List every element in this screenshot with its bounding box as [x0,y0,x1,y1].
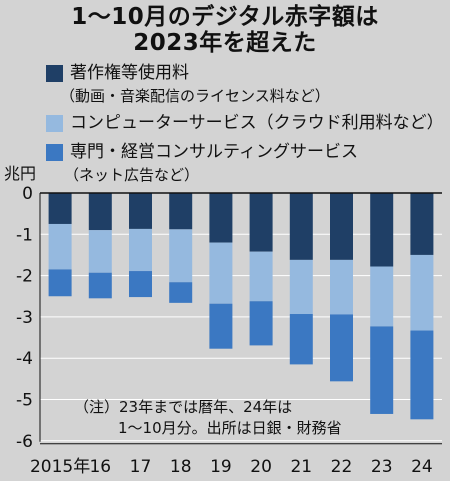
x-tick-label: 22 [331,457,353,477]
bar-segment [370,266,394,327]
bar-segment [289,193,313,260]
legend-swatch-consulting [46,144,63,161]
chart-note: （注）23年までは暦年、24年は 1～10月分。出所は日銀・財務省 [74,397,342,439]
x-tick-label: 17 [130,457,152,477]
y-tick-label: -5 [16,391,33,411]
bar-segment [249,193,273,252]
chart-note-line1: （注）23年までは暦年、24年は [74,398,293,416]
x-tick-label: 23 [371,457,393,477]
legend-sub-copyright: （動画・音楽配信のライセンス料など） [60,87,330,105]
bar-segment [169,229,193,283]
bar-segment [129,271,152,298]
bar-segment [48,269,72,297]
x-tick-label: 19 [210,457,232,477]
x-tick-label: 24 [411,457,433,477]
bar-segment [88,230,112,273]
bar-segment [169,193,193,230]
bar-segment [209,193,233,243]
bar-segment [370,193,394,267]
bar-segment [289,259,313,315]
bar-segment [330,314,353,382]
bar-segment [410,330,434,420]
y-tick-label: -1 [16,225,33,245]
bar-segment [48,193,72,224]
bar-segment [410,254,434,331]
bar-segment [249,251,273,302]
bar-segment [129,228,152,272]
bar-segment [169,282,193,303]
bar-segment [330,193,353,260]
y-tick-label: -4 [16,349,33,369]
legend-sub-consulting: （ネット広告など） [64,166,200,184]
bar-segment [410,193,434,255]
bar-segment [370,326,394,414]
y-tick-label: -2 [16,267,33,287]
y-tick-label: 0 [22,184,33,204]
bar-segment [129,193,152,229]
y-axis-unit: 兆円 [4,164,37,183]
bar-segment [289,314,313,365]
x-tick-label: 2015年 [30,457,90,477]
bar-segment [330,259,353,315]
x-tick-label: 18 [170,457,192,477]
bar-segment [48,223,72,270]
chart-title-line1: 1～10月のデジタル赤字額は [71,4,379,30]
y-tick-label: -3 [16,308,33,328]
bar-segment [249,301,273,346]
x-tick-label: 16 [89,457,111,477]
legend-label-copyright: 著作権等使用料 [70,63,189,83]
x-tick-label: 20 [250,457,272,477]
bar-segment [88,272,112,299]
bar-segment [209,303,233,349]
legend-swatch-copyright [46,65,63,82]
bar-segment [88,193,112,231]
y-tick-label: -6 [16,432,33,452]
chart-note-line2: 1～10月分。出所は日銀・財務省 [118,419,342,437]
legend-label-consulting: 専門・経営コンサルティングサービス [70,142,358,162]
bar-segment [209,242,233,304]
legend-label-computer: コンピューターサービス（クラウド利用料など） [70,113,444,133]
chart-title-line2: 2023年を超えた [133,30,317,56]
x-tick-label: 21 [290,457,312,477]
legend-swatch-computer [46,115,63,132]
